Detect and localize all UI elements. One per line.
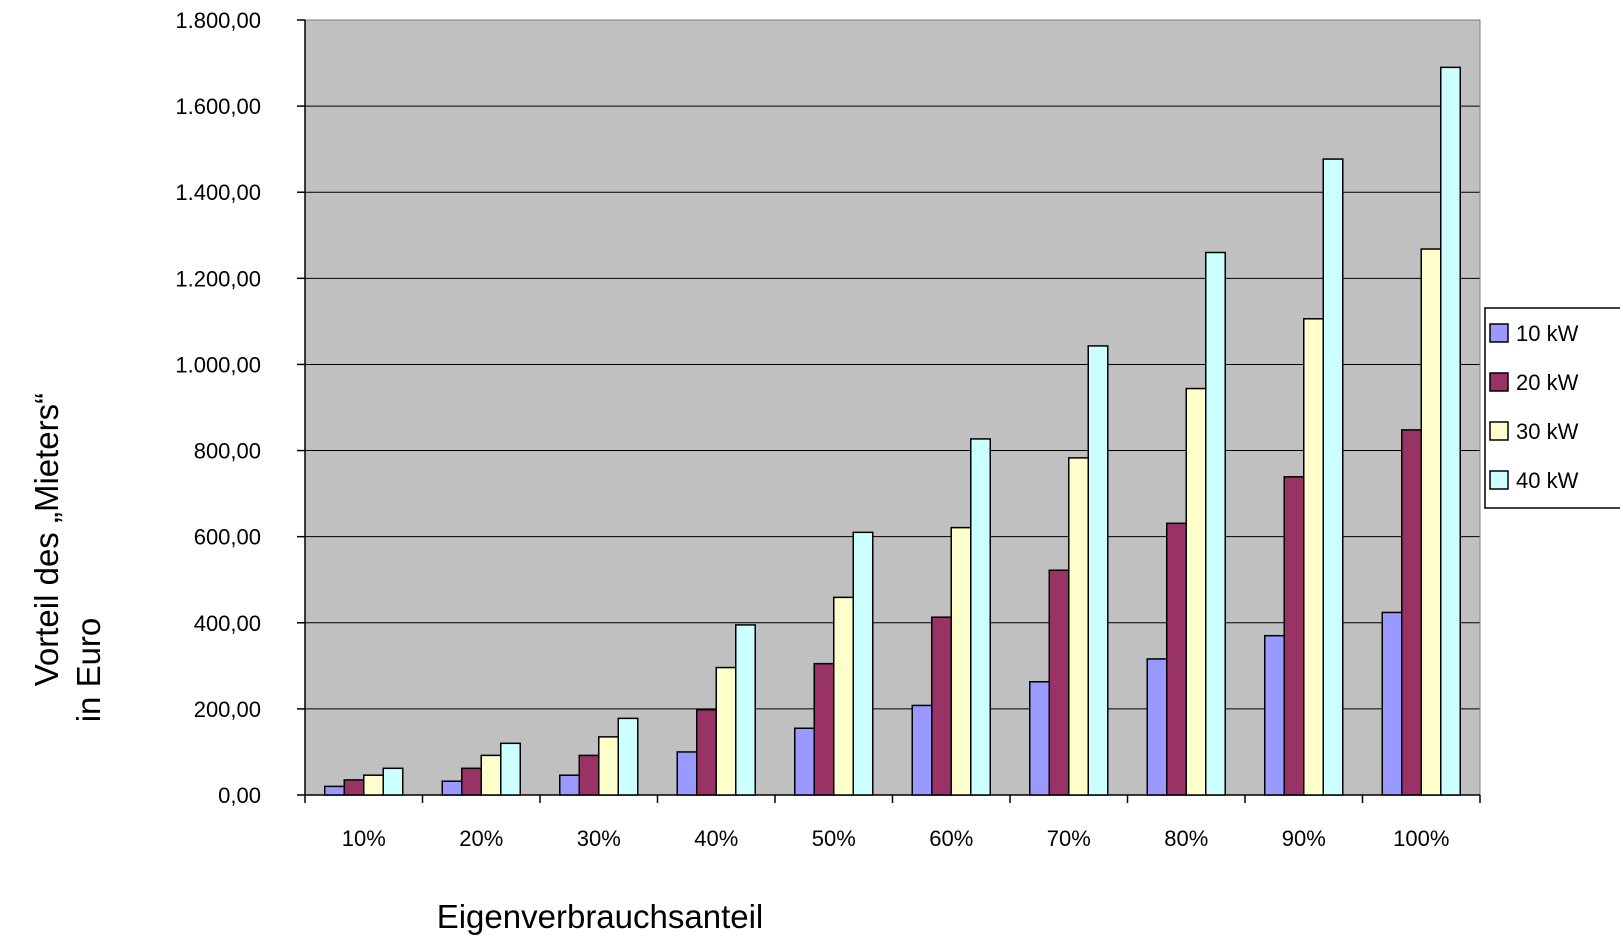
bar	[813, 662, 835, 796]
legend-label: 20 kW	[1516, 370, 1579, 395]
bars	[324, 66, 1461, 796]
legend-label: 30 kW	[1516, 419, 1579, 444]
bar	[1303, 318, 1324, 796]
bar	[1068, 457, 1089, 796]
x-tick-label: 30%	[577, 826, 621, 851]
y-tick-label: 1.200,00	[175, 266, 261, 291]
y-axis-title-line-2: in Euro	[70, 618, 107, 723]
x-tick-label: 90%	[1282, 826, 1326, 851]
bar	[461, 767, 482, 796]
bar	[1048, 569, 1070, 796]
y-axis-title: Vorteil des „Mieters“ in Euro	[28, 384, 107, 723]
y-tick-label: 600,00	[194, 525, 261, 550]
bar	[1264, 634, 1285, 796]
bar	[735, 624, 756, 796]
bar	[1420, 248, 1442, 796]
bar	[970, 438, 991, 796]
bar	[794, 727, 815, 796]
y-tick-label: 200,00	[194, 697, 261, 722]
bar	[1440, 66, 1461, 796]
bar	[1185, 387, 1207, 796]
x-tick-label: 20%	[459, 826, 503, 851]
x-axis-title: Eigenverbrauchsanteil	[437, 898, 764, 935]
bar	[578, 754, 600, 796]
y-tick-label: 0,00	[218, 783, 261, 808]
bar	[1166, 522, 1187, 796]
bar	[676, 751, 698, 796]
bar	[696, 709, 717, 796]
bar	[1029, 681, 1050, 796]
y-tick-label: 400,00	[194, 611, 261, 636]
legend-label: 10 kW	[1516, 321, 1579, 346]
bar	[598, 736, 619, 796]
y-axis: 0,00 200,00 400,00 600,00 800,00 1.000,00 1.20…	[175, 8, 306, 808]
bar	[1146, 658, 1168, 796]
bar	[500, 742, 521, 796]
x-tick-label: 80%	[1164, 826, 1208, 851]
legend-swatch	[1489, 421, 1509, 441]
x-tick-label: 50%	[812, 826, 856, 851]
bar	[715, 666, 737, 796]
legend: 10 kW 20 kW 30 kW 40 kW	[1484, 307, 1620, 509]
plot-area	[304, 19, 1481, 796]
x-tick-label: 100%	[1393, 826, 1449, 851]
legend-label: 40 kW	[1516, 468, 1579, 493]
bar	[1283, 476, 1305, 796]
y-tick-label: 1.000,00	[175, 352, 261, 377]
y-tick-label: 800,00	[194, 439, 261, 464]
legend-swatch	[1489, 323, 1509, 343]
x-tick-label: 10%	[342, 826, 386, 851]
bar	[1381, 611, 1403, 796]
x-tick-label: 60%	[929, 826, 973, 851]
bar	[833, 596, 854, 796]
bar	[1205, 251, 1226, 796]
bar	[852, 531, 874, 796]
bar	[950, 526, 972, 796]
bar	[931, 616, 952, 796]
x-tick-label: 70%	[1047, 826, 1091, 851]
x-axis: 10% 20% 30% 40% 50% 60% 70% 80% 90% 100%	[304, 794, 1481, 851]
bar	[324, 785, 345, 796]
bar	[343, 779, 365, 796]
y-tick-label: 1.800,00	[175, 8, 261, 33]
legend-swatch	[1489, 372, 1509, 392]
bar	[1087, 345, 1109, 796]
bar	[363, 774, 384, 796]
bar	[617, 717, 639, 796]
bar	[441, 780, 463, 796]
bar	[1322, 158, 1344, 796]
bar	[559, 774, 580, 796]
x-tick-label: 40%	[694, 826, 738, 851]
bar	[911, 704, 933, 796]
bar	[382, 767, 404, 796]
bar	[1401, 429, 1422, 796]
y-axis-title-line-1: Vorteil des „Mieters“	[28, 393, 65, 686]
y-tick-label: 1.600,00	[175, 94, 261, 119]
bar	[480, 754, 502, 796]
y-tick-label: 1.400,00	[175, 180, 261, 205]
legend-swatch	[1489, 470, 1509, 490]
